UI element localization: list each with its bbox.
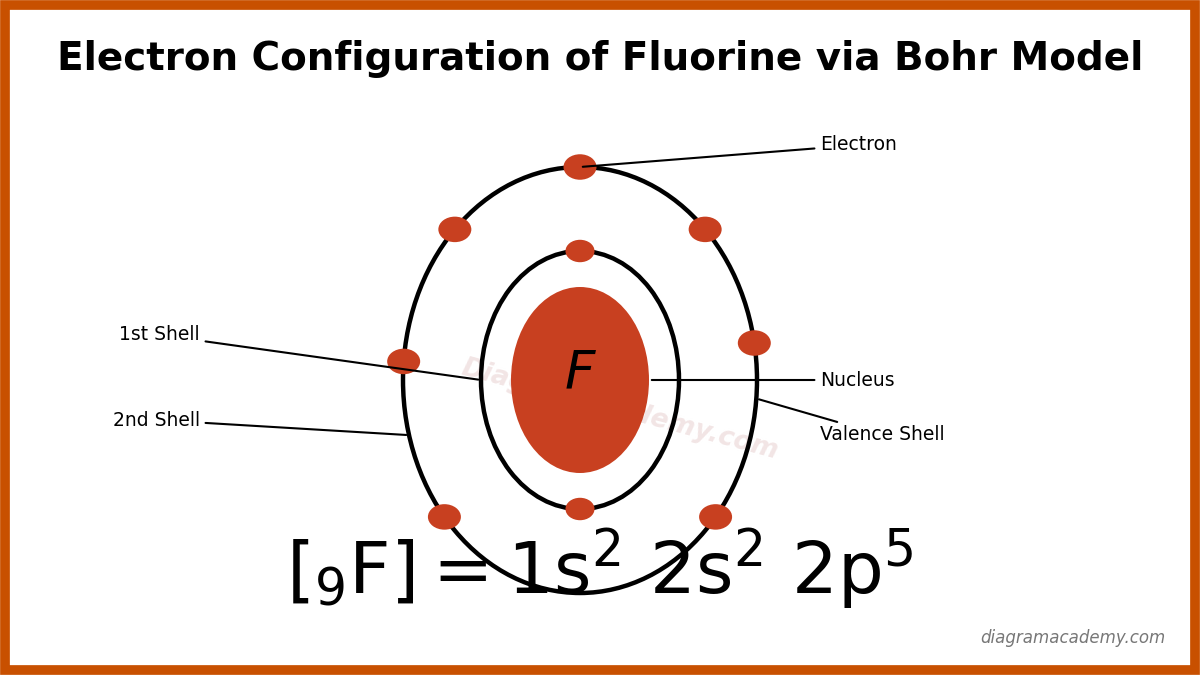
Text: Nucleus: Nucleus xyxy=(652,371,895,389)
Ellipse shape xyxy=(738,330,770,356)
Ellipse shape xyxy=(565,497,594,520)
Text: Electron Configuration of Fluorine via Bohr Model: Electron Configuration of Fluorine via B… xyxy=(56,40,1144,78)
Ellipse shape xyxy=(511,287,649,473)
Ellipse shape xyxy=(388,349,420,374)
Text: $\mathit{F}$: $\mathit{F}$ xyxy=(564,350,596,400)
Ellipse shape xyxy=(565,240,594,262)
Ellipse shape xyxy=(700,504,732,530)
Ellipse shape xyxy=(689,217,721,242)
Text: Diagramacademy.com: Diagramacademy.com xyxy=(458,355,781,465)
Ellipse shape xyxy=(428,504,461,530)
Ellipse shape xyxy=(564,155,596,180)
Text: $\left[{}_9\mathrm{F}\right] = \mathrm{1s}^2\ \mathrm{2s}^2\ \mathrm{2p}^5$: $\left[{}_9\mathrm{F}\right] = \mathrm{1… xyxy=(287,527,913,613)
Text: 1st Shell: 1st Shell xyxy=(119,325,479,379)
Text: 2nd Shell: 2nd Shell xyxy=(113,410,407,435)
Ellipse shape xyxy=(438,217,472,242)
Text: diagramacademy.com: diagramacademy.com xyxy=(979,629,1165,647)
Text: Valence Shell: Valence Shell xyxy=(758,400,944,445)
Text: Electron: Electron xyxy=(583,136,896,167)
